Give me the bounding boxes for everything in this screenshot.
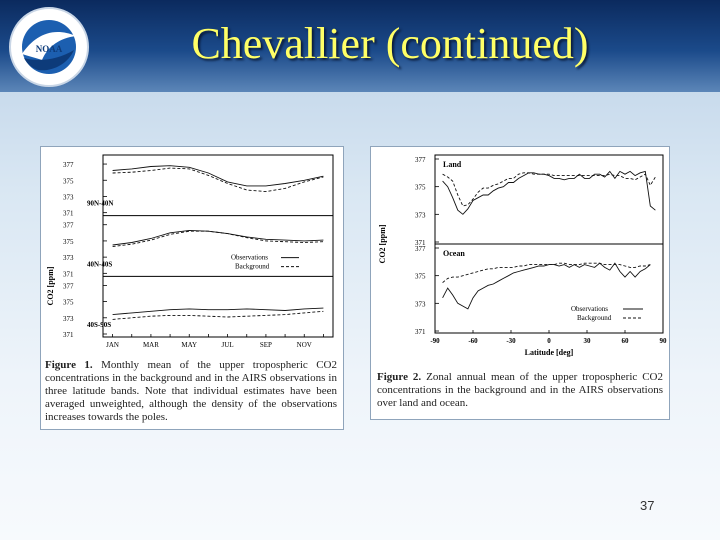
figure-2-caption-lead: Figure 2. <box>377 371 422 383</box>
logo-lettering: NOAA <box>36 44 63 54</box>
figure-1-chart: 377 375 373 371 90N-40N 377 375 373 371 40N-40S 37… <box>46 154 334 349</box>
panel-label: Land <box>443 160 462 169</box>
x-tick-label: -30 <box>506 337 516 345</box>
series-line-background <box>112 167 324 193</box>
y-tick-label: 373 <box>63 315 74 323</box>
figure-2-caption: Figure 2. Zonal annual mean of the upper… <box>377 371 663 410</box>
legend-label: Background <box>577 314 612 322</box>
panel-label: Ocean <box>443 249 465 258</box>
y-tick-label: 371 <box>63 210 74 218</box>
x-tick-label: -60 <box>468 337 478 345</box>
legend-label: Observations <box>231 254 268 262</box>
band-label: 40S-90S <box>87 321 111 329</box>
page-number: 37 <box>640 498 655 513</box>
y-tick-label: 377 <box>63 282 74 290</box>
y-tick-label: 373 <box>415 300 426 308</box>
x-tick-label: MAR <box>143 341 159 349</box>
y-tick-label: 375 <box>63 238 74 246</box>
x-tick-label: 60 <box>622 337 630 345</box>
plot-frame <box>102 154 334 338</box>
y-tick-label: 377 <box>415 156 426 164</box>
series-line-observations <box>442 170 656 215</box>
x-tick-label: NOV <box>297 341 312 349</box>
series-line-background <box>442 262 651 283</box>
y-tick-label: 371 <box>415 239 426 247</box>
figure-1-caption-text: Monthly mean of the upper tropospheric C… <box>45 359 337 423</box>
x-tick-label: 90 <box>660 337 668 345</box>
figure-1-caption-lead: Figure 1. <box>45 359 93 371</box>
y-axis-label: CO2 [ppm] <box>378 224 387 263</box>
figure-2-chart: 377 375 373 371 Land 377 375 373 371 Ocean Observa… <box>378 154 668 357</box>
noaa-logo: NOAA <box>9 7 89 87</box>
legend-label: Observations <box>571 305 608 313</box>
y-tick-label: 377 <box>63 161 74 169</box>
y-tick-label: 375 <box>63 299 74 307</box>
y-tick-label: 371 <box>63 331 74 339</box>
figure-1-caption: Figure 1. Monthly mean of the upper trop… <box>45 359 337 424</box>
x-tick-label: 30 <box>584 337 592 345</box>
band-label: 90N-40N <box>87 200 113 208</box>
y-tick-label: 375 <box>415 273 426 281</box>
series-line-background <box>442 172 656 207</box>
x-tick-label: MAY <box>181 341 197 349</box>
y-axis-label: CO2 [ppm] <box>46 266 55 305</box>
y-tick-label: 373 <box>63 254 74 262</box>
y-tick-label: 377 <box>63 222 74 230</box>
series-line-observations <box>112 307 324 316</box>
x-tick-label: JUL <box>222 341 234 349</box>
series-line-background <box>112 230 324 248</box>
y-tick-label: 373 <box>63 193 74 201</box>
x-tick-label: -90 <box>430 337 440 345</box>
y-tick-label: 375 <box>63 177 74 185</box>
y-tick-label: 373 <box>415 211 426 219</box>
legend-label: Background <box>235 263 270 271</box>
figure-2-panel: 377 375 373 371 Land 377 375 373 371 Ocean Observa… <box>370 146 670 420</box>
y-tick-label: 377 <box>415 245 426 253</box>
band-label: 40N-40S <box>87 260 112 268</box>
figure-2-caption-text: Zonal annual mean of the upper troposphe… <box>377 371 663 409</box>
y-tick-label: 371 <box>63 270 74 278</box>
x-tick-label: JAN <box>106 341 119 349</box>
figure-1-panel: 377 375 373 371 90N-40N 377 375 373 371 40N-40S 37… <box>40 146 344 430</box>
y-tick-label: 371 <box>415 328 426 336</box>
x-tick-label: 0 <box>547 337 551 345</box>
series-line-observations <box>112 165 324 187</box>
x-axis-label: Latitude [deg] <box>525 348 574 357</box>
slide-title: Chevallier (continued) <box>191 19 589 68</box>
y-tick-label: 375 <box>415 184 426 192</box>
slide-header: NOAA Chevallier (continued) <box>0 0 720 92</box>
series-line-background <box>112 310 324 320</box>
series-line-observations <box>442 262 651 310</box>
x-tick-label: SEP <box>260 341 272 349</box>
